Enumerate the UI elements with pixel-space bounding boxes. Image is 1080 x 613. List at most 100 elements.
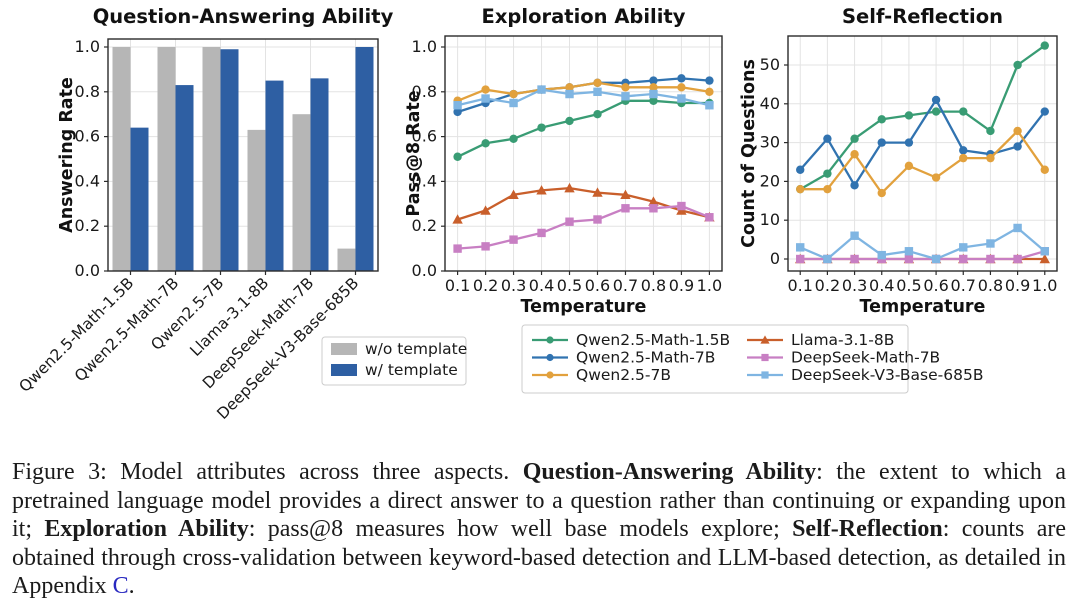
bar <box>355 47 374 271</box>
bar <box>265 80 284 271</box>
y-tick-label: 1.0 <box>75 37 100 56</box>
x-tick-label: 0.7 <box>613 276 638 295</box>
chart-title: Exploration Ability <box>482 5 686 28</box>
caption-text: Figure 3: Model attributes across three … <box>12 459 523 485</box>
x-tick-label: 0.8 <box>978 276 1003 295</box>
line-series-deepseek-v3-base-685b <box>453 85 714 110</box>
gridlines <box>788 36 1057 271</box>
x-tick-label: 0.9 <box>1005 276 1030 295</box>
x-tick-label: 0.5 <box>557 276 582 295</box>
legend-item-w-template: w/ template <box>331 361 458 379</box>
appendix-c-link[interactable]: C <box>112 573 129 600</box>
x-tick-label: 0.4 <box>869 276 894 295</box>
bar <box>202 47 221 271</box>
x-tick-label: 0.4 <box>529 276 554 295</box>
x-tick-label: 0.6 <box>923 276 948 295</box>
legend-item-qwen2-5-math-7b: Qwen2.5-Math-7B <box>532 349 715 367</box>
x-tick-label: 0.1 <box>445 276 470 295</box>
line-series-qwen2-5-math-1-5b <box>453 96 714 161</box>
legend-label: w/o template <box>365 340 467 358</box>
line-series-qwen2-5-math-7b <box>453 74 714 117</box>
caption-bold-self-reflection: Self-Reflection <box>792 516 943 543</box>
bar <box>310 78 329 271</box>
chart-exploration-ability: 0.00.20.40.60.81.00.1 0.2 0.3 0.4 0.5 0.6 0.7 0… <box>404 5 723 317</box>
y-tick-label: 0 <box>770 249 780 268</box>
x-tick-label: 1.0 <box>1032 276 1057 295</box>
y-axis-label: Pass@8 Rate <box>404 90 424 216</box>
bar <box>337 248 356 271</box>
y-tick-label: 0.6 <box>412 127 437 146</box>
y-tick-label: 30 <box>760 133 780 152</box>
y-axis-label: Answering Rate <box>57 77 77 233</box>
y-tick-label: 0.6 <box>75 127 100 146</box>
caption-text: . <box>128 573 135 600</box>
x-tick-label: 0.7 <box>951 276 976 295</box>
chart-title: Self-Reflection <box>842 5 1003 28</box>
y-tick-label: 0.0 <box>75 261 100 280</box>
x-tick-label: 0.2 <box>473 276 498 295</box>
legend-item-deepseek-math-7b: DeepSeek-Math-7B <box>747 349 940 367</box>
chart-title: Question-Answering Ability <box>93 5 394 28</box>
caption-text: : counts are obtained through cross-vali… <box>12 516 1066 600</box>
y-tick-label: 0.2 <box>412 216 437 235</box>
legend-item-qwen2-5-math-1-5b: Qwen2.5-Math-1.5B <box>532 331 730 349</box>
legend-label: DeepSeek-V3-Base-685B <box>791 366 983 384</box>
figure-3-charts: 0.0 0.2 0.4 0.6 0.8 1.0 Qwen2.5-Math-1.5B Qwen2… <box>15 5 1058 423</box>
legend-label: Qwen2.5-Math-7B <box>576 349 715 367</box>
y-tick-label: 0.4 <box>412 171 437 190</box>
axis-ticks: 0.0 0.2 0.4 0.6 0.8 1.0 <box>412 37 711 280</box>
y-tick-label: 40 <box>760 94 780 113</box>
bar-series-w-o-template <box>112 47 356 271</box>
legend-item-qwen2-5-7b: Qwen2.5-7B <box>532 366 671 384</box>
x-tick-label: 0.1 <box>788 276 813 295</box>
line-series-deepseek-math-7b <box>453 201 714 253</box>
x-tick-label: 0.3 <box>842 276 867 295</box>
chart-self-reflection: 0 10 20 30 40 50 0.1 0.2 0.3 0.4 0.5 0.6 0.7 0.8 0.9 1.… <box>739 5 1058 317</box>
legend-label: w/ template <box>365 361 458 379</box>
caption-bold-qa-ability: Question-Answering Ability <box>522 459 817 485</box>
caption-text: : the extent to which a pretrained langu… <box>12 459 1067 543</box>
gridlines <box>445 36 722 272</box>
y-tick-label: 10 <box>760 210 780 229</box>
plot-border <box>107 38 379 272</box>
bar <box>175 85 194 271</box>
bar <box>112 47 131 271</box>
plot-border <box>444 35 723 272</box>
legend-label: Qwen2.5-Math-1.5B <box>576 331 730 349</box>
caption-bold-exploration: Exploration Ability <box>44 516 249 543</box>
legend-label: DeepSeek-Math-7B <box>791 349 940 367</box>
y-tick-label: 0.8 <box>75 82 100 101</box>
y-tick-label: 1.0 <box>412 37 437 56</box>
line-series-deepseek-v3-base-685b <box>796 223 1049 264</box>
y-axis-label: Count of Questions <box>739 59 759 248</box>
y-tick-label: 0.0 <box>412 261 437 280</box>
bar <box>247 129 266 271</box>
x-tick-label: 0.3 <box>501 276 526 295</box>
x-tick-label: 0.2 <box>815 276 840 295</box>
x-axis-label: Temperature <box>860 297 986 317</box>
y-tick-label: 50 <box>760 55 780 74</box>
legend-item-deepseek-v3-base-685b: DeepSeek-V3-Base-685B <box>747 366 983 384</box>
axis-ticks: 0.0 0.2 0.4 0.6 0.8 1.0 <box>75 37 357 280</box>
x-tick-label: 1.0 <box>697 276 722 295</box>
y-tick-label: 0.2 <box>75 216 100 235</box>
x-tick-label: 0.6 <box>585 276 610 295</box>
x-tick-label: 0.9 <box>669 276 694 295</box>
x-axis-label: Temperature <box>521 297 647 317</box>
bar <box>292 114 311 271</box>
legend-item-w-o-template: w/o template <box>331 340 467 358</box>
line-series-llama-3-1-8b <box>452 182 715 224</box>
x-tick-label: 0.5 <box>896 276 921 295</box>
legend-item-llama-3-1-8b: Llama-3.1-8B <box>747 331 894 349</box>
line-series-qwen2-5-math-7b <box>796 95 1049 190</box>
line-series-qwen2-5-7b <box>796 126 1049 198</box>
y-tick-label: 20 <box>760 171 780 190</box>
legend-label: Qwen2.5-7B <box>576 366 671 384</box>
y-tick-label: 0.4 <box>75 171 100 190</box>
template-legend: w/o template w/ template <box>321 336 467 386</box>
y-tick-label: 0.8 <box>412 82 437 101</box>
models-legend: Qwen2.5-Math-1.5BQwen2.5-Math-7BQwen2.5-… <box>521 324 983 394</box>
category-label: Llama-3.1-8B <box>187 274 273 360</box>
x-tick-label: 0.8 <box>641 276 666 295</box>
